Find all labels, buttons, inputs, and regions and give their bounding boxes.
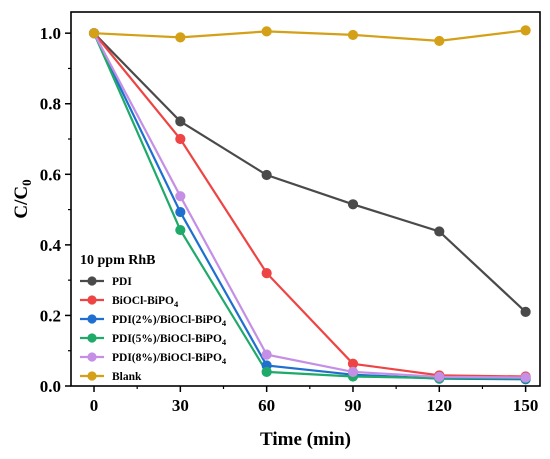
data-point: [175, 116, 186, 127]
legend-swatch-marker: [87, 352, 97, 362]
y-axis-title-main: C/C: [11, 186, 32, 219]
y-axis-title-subscript: 0: [19, 179, 34, 186]
series-line: [92, 32, 526, 380]
legend-label: PDI(8%)/BiOCl-BiPO4: [112, 352, 227, 366]
legend-label: PDI(5%)/BiOCl-BiPO4: [112, 333, 227, 347]
legend-swatch-marker: [87, 295, 97, 305]
y-tick-label: 0.2: [40, 306, 61, 325]
data-point: [347, 199, 359, 210]
series-line: [93, 32, 526, 381]
data-point: [88, 28, 100, 39]
series-lines: [88, 25, 531, 385]
y-tick-label: 1.0: [40, 24, 61, 43]
legend: 10 ppm RhB PDI BiOCl-BiPO4 PDI(2%)/BiOCl-Bi…: [80, 253, 227, 383]
series-line: [93, 32, 526, 378]
y-tick-label: 0.8: [40, 95, 61, 114]
x-tick-label: 60: [258, 396, 275, 415]
data-point: [347, 366, 359, 377]
x-tick-label: 90: [344, 396, 361, 415]
legend-title: 10 ppm RhB: [80, 253, 155, 268]
data-point: [520, 306, 531, 318]
data-point: [261, 366, 272, 377]
legend-swatch-marker: [87, 371, 97, 381]
legend-label: PDI(2%)/BiOCl-BiPO4: [112, 314, 227, 328]
data-point: [434, 35, 445, 47]
y-tick-label: 0.0: [40, 377, 61, 396]
data-point: [175, 32, 186, 43]
y-tick-label: 0.6: [40, 165, 61, 184]
data-point: [175, 206, 186, 218]
legend-swatch-marker: [87, 333, 97, 343]
y-tick-label: 0.4: [40, 236, 62, 255]
data-point: [175, 133, 186, 145]
x-tick-label: 120: [427, 396, 453, 415]
legend-label: Blank: [112, 371, 142, 383]
data-point: [261, 349, 272, 360]
data-point: [434, 371, 445, 382]
data-point: [434, 226, 445, 237]
data-point: [347, 29, 359, 41]
axis-ticks: 0 30 60 90 120 150 0.0 0.2 0.4 0.6 0.8 1.0: [40, 24, 539, 415]
x-tick-label: 150: [513, 396, 539, 415]
x-tick-label: 0: [90, 396, 99, 415]
y-axis-title: C/C0: [11, 179, 34, 218]
legend-swatch-marker: [87, 314, 97, 324]
x-tick-label: 30: [172, 396, 189, 415]
data-point: [520, 372, 531, 383]
data-point: [261, 267, 272, 279]
series-line: [93, 32, 527, 313]
plot-frame: [70, 11, 541, 387]
legend-label: PDI: [112, 276, 132, 288]
data-point: [520, 25, 531, 36]
legend-swatch-marker: [87, 276, 97, 286]
series-line: [93, 32, 526, 379]
x-axis-title: Time (min): [260, 429, 351, 450]
data-point: [175, 191, 186, 202]
data-point: [175, 224, 186, 236]
legend-label: BiOCl-BiPO4: [112, 295, 179, 309]
series-line: [93, 29, 526, 43]
data-point: [261, 26, 272, 37]
data-point: [261, 169, 272, 181]
